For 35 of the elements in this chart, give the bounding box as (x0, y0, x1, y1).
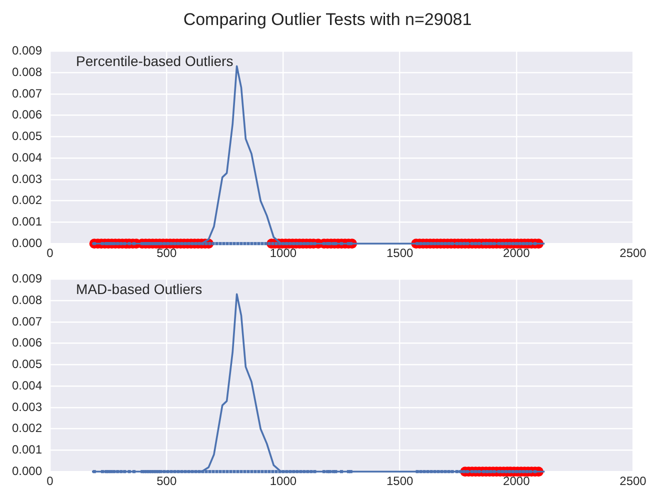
y-tick-label: 0.004 (12, 150, 42, 164)
annotation: Percentile-based Outliers (76, 53, 234, 70)
x-tick-label: 2500 (620, 474, 647, 488)
x-tick-label: 0 (46, 246, 54, 260)
x-tick-label: 2000 (503, 474, 530, 488)
x-tick-label: 0 (46, 474, 54, 488)
y-tick-label: 0.003 (12, 400, 42, 414)
annotation: MAD-based Outliers (76, 281, 202, 298)
x-tick-label: 1000 (270, 246, 297, 260)
y-tick-label: 0.005 (12, 129, 42, 144)
y-tick-label: 0.002 (12, 421, 42, 436)
y-tick-label: 0.009 (12, 44, 42, 58)
x-tick-label: 1500 (386, 474, 414, 488)
x-tick-label: 500 (156, 246, 177, 260)
y-tick-label: 0.008 (12, 64, 42, 79)
y-tick-label: 0.006 (12, 108, 42, 122)
x-tick-label: 500 (156, 474, 177, 488)
y-tick-label: 0.001 (12, 442, 42, 457)
x-tick-label: 1500 (386, 246, 414, 260)
y-tick-label: 0.007 (12, 86, 42, 100)
x-tick-label: 1000 (270, 474, 297, 488)
y-tick-label: 0.007 (12, 314, 42, 328)
y-tick-label: 0.000 (12, 464, 42, 478)
y-tick-label: 0.001 (12, 214, 42, 229)
y-tick-label: 0.002 (12, 193, 42, 208)
y-tick-label: 0.005 (12, 357, 42, 372)
x-tick-label: 2500 (620, 246, 647, 260)
y-tick-label: 0.003 (12, 172, 42, 186)
y-tick-label: 0.000 (12, 236, 42, 250)
chart-title: Comparing Outlier Tests with n=29081 (182, 9, 473, 31)
y-tick-label: 0.008 (12, 292, 42, 307)
x-tick-label: 2000 (503, 246, 530, 260)
y-tick-label: 0.009 (12, 272, 42, 286)
y-tick-label: 0.006 (12, 336, 42, 350)
y-tick-label: 0.004 (12, 378, 42, 392)
